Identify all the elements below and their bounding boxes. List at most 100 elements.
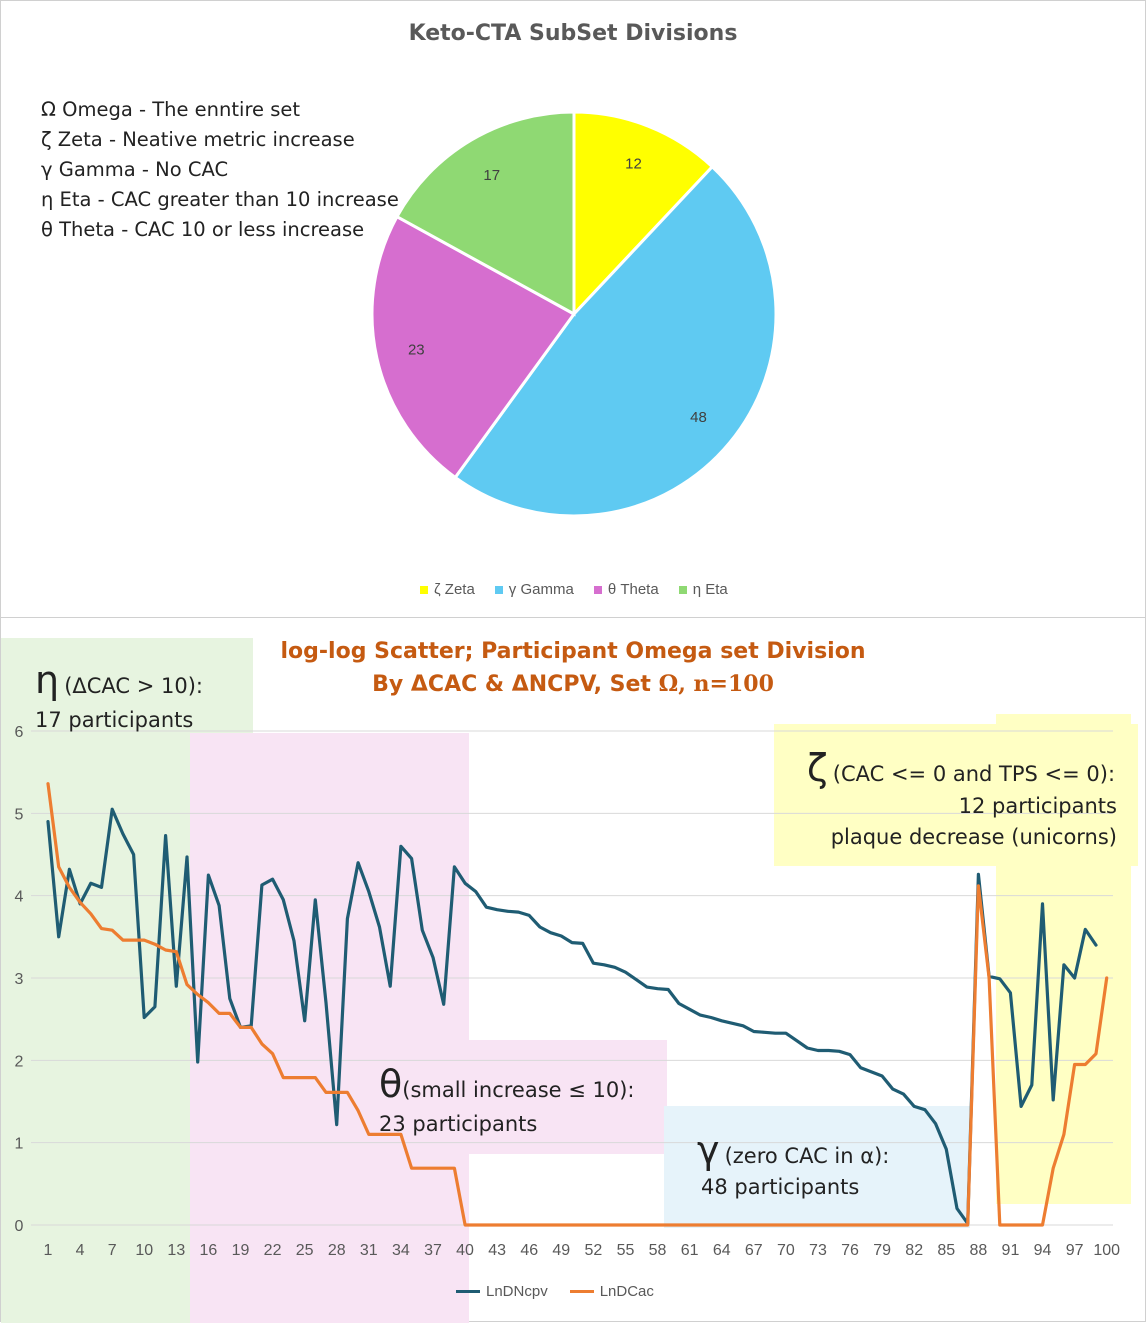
gamma-count: 48 participants xyxy=(701,1175,860,1199)
pie-chart: 12 48 23 17 xyxy=(370,110,778,518)
x-tick-label: 46 xyxy=(520,1242,538,1259)
y-tick-label: 2 xyxy=(15,1053,24,1070)
x-tick-label: 100 xyxy=(1093,1242,1120,1259)
x-tick-label: 16 xyxy=(200,1242,218,1259)
line-chart-title-line2: By ΔCAC & ΔNCPV, Set Ω, n=100 xyxy=(1,668,1145,701)
gamma-label: (zero CAC in α): xyxy=(724,1144,890,1168)
eta-annotation: η (ΔCAC > 10): xyxy=(35,658,203,702)
pie-chart-title: Keto-CTA SubSet Divisions xyxy=(408,21,738,46)
pie-data-label-theta: 23 xyxy=(408,341,425,358)
x-tick-label: 1 xyxy=(44,1242,53,1259)
theta-symbol: θ xyxy=(379,1062,403,1106)
legend-label: γ Gamma xyxy=(508,581,574,598)
legend-swatch xyxy=(494,585,503,594)
x-tick-label: 22 xyxy=(264,1242,282,1259)
set-definitions: Ω Omega - The enntire set ζ Zeta - Neati… xyxy=(41,95,399,245)
x-tick-label: 82 xyxy=(905,1242,923,1259)
legend-swatch xyxy=(678,585,687,594)
x-tick-label: 58 xyxy=(649,1242,667,1259)
legend-label: LnDCac xyxy=(599,1283,654,1300)
eta-count: 17 participants xyxy=(35,708,194,732)
x-tick-label: 10 xyxy=(135,1242,153,1259)
legend-swatch xyxy=(456,1290,480,1293)
x-tick-label: 64 xyxy=(713,1242,731,1259)
legend-label: ζ Zeta xyxy=(434,581,475,598)
pie-slice-eta xyxy=(394,110,576,317)
pie-legend-item-gamma: γ Gamma xyxy=(494,581,574,598)
pie-data-label-zeta: 12 xyxy=(625,156,642,173)
pie-slice-gamma xyxy=(453,164,778,518)
pie-legend: ζ Zeta γ Gamma θ Theta η Eta xyxy=(420,581,728,598)
gamma-annotation: γ (zero CAC in α): xyxy=(697,1128,889,1172)
x-tick-label: 49 xyxy=(552,1242,570,1259)
y-tick-label: 1 xyxy=(15,1136,24,1153)
y-tick-label: 3 xyxy=(15,971,24,988)
x-tick-label: 7 xyxy=(108,1242,117,1259)
gamma-region xyxy=(664,1106,970,1228)
x-tick-label: 43 xyxy=(488,1242,506,1259)
x-tick-label: 19 xyxy=(232,1242,250,1259)
line-chart-title: log-log Scatter; Participant Omega set D… xyxy=(1,635,1145,701)
eta-region-lower xyxy=(1,750,190,1323)
x-tick-label: 70 xyxy=(777,1242,795,1259)
eta-symbol: η xyxy=(35,658,60,702)
x-tick-label: 61 xyxy=(681,1242,699,1259)
eta-label: (ΔCAC > 10): xyxy=(64,674,204,698)
x-tick-label: 73 xyxy=(809,1242,827,1259)
y-tick-label: 6 xyxy=(15,724,24,741)
pie-data-label-gamma: 48 xyxy=(690,409,707,426)
line-legend-item-lndncpv: LnDNcpv xyxy=(456,1283,548,1300)
title-omega-symbol: Ω xyxy=(658,671,679,697)
definition-zeta: ζ Zeta - Neative metric increase xyxy=(41,128,355,151)
legend-swatch xyxy=(569,1290,594,1293)
y-tick-label: 4 xyxy=(15,889,24,906)
line-legend-item-lndcac: LnDCac xyxy=(569,1283,654,1300)
pie-data-label-eta: 17 xyxy=(483,167,500,184)
zeta-count: 12 participants xyxy=(958,794,1117,818)
pie-legend-item-eta: η Eta xyxy=(678,581,728,598)
zeta-symbol: ζ xyxy=(807,746,828,790)
pie-legend-item-zeta: ζ Zeta xyxy=(420,581,475,598)
line-chart-title-line1: log-log Scatter; Participant Omega set D… xyxy=(280,639,866,664)
y-tick-label: 0 xyxy=(15,1218,24,1235)
line-legend: LnDNcpv LnDCac xyxy=(456,1283,654,1300)
definition-eta: η Eta - CAC greater than 10 increase xyxy=(41,188,399,211)
series-line-lndncpv xyxy=(46,807,1098,1226)
x-tick-label: 88 xyxy=(969,1242,987,1259)
x-tick-label: 85 xyxy=(937,1242,955,1259)
pie-legend-item-theta: θ Theta xyxy=(593,581,659,598)
zeta-annotation: ζ (CAC <= 0 and TPS <= 0): xyxy=(807,746,1115,790)
x-tick-label: 13 xyxy=(167,1242,185,1259)
x-tick-label: 4 xyxy=(76,1242,85,1259)
legend-label: θ Theta xyxy=(607,581,659,598)
pie-slice-zeta xyxy=(572,110,715,318)
x-tick-label: 91 xyxy=(1002,1242,1020,1259)
gamma-symbol: γ xyxy=(697,1128,720,1172)
title-line2-suffix: , n=100 xyxy=(678,671,774,697)
zeta-note: plaque decrease (unicorns) xyxy=(830,825,1117,849)
x-tick-label: 79 xyxy=(873,1242,891,1259)
x-tick-label: 34 xyxy=(392,1242,410,1259)
y-tick-label: 5 xyxy=(15,806,24,823)
definition-theta: θ Theta - CAC 10 or less increase xyxy=(41,218,365,241)
x-tick-label: 67 xyxy=(745,1242,763,1259)
theta-annotation: θ(small increase ≤ 10): xyxy=(379,1062,635,1106)
theta-count: 23 participants xyxy=(379,1112,538,1136)
zeta-label: (CAC <= 0 and TPS <= 0): xyxy=(832,762,1116,786)
definition-omega: Ω Omega - The enntire set xyxy=(41,98,301,121)
legend-swatch xyxy=(420,585,428,594)
definition-gamma: γ Gamma - No CAC xyxy=(41,158,229,181)
series-line-lndcac xyxy=(46,782,1109,1227)
x-tick-label: 28 xyxy=(328,1242,346,1259)
x-tick-label: 97 xyxy=(1066,1242,1084,1259)
x-tick-label: 25 xyxy=(296,1242,314,1259)
x-tick-label: 55 xyxy=(617,1242,635,1259)
zeta-label-region xyxy=(774,724,1138,866)
line-chart-panel: 0 1 2 3 4 5 6 1 4 7 10 13 16 19 22 25 28 31 34 37 40 43 46 49 52… xyxy=(0,617,1146,1323)
title-line2-prefix: By ΔCAC & ΔNCPV, Set xyxy=(372,672,659,697)
x-tick-label: 94 xyxy=(1034,1242,1052,1259)
pie-chart-panel: Keto-CTA SubSet Divisions Ω Omega - The … xyxy=(0,0,1146,618)
legend-swatch xyxy=(593,585,602,594)
pie-slice-theta xyxy=(370,214,577,480)
